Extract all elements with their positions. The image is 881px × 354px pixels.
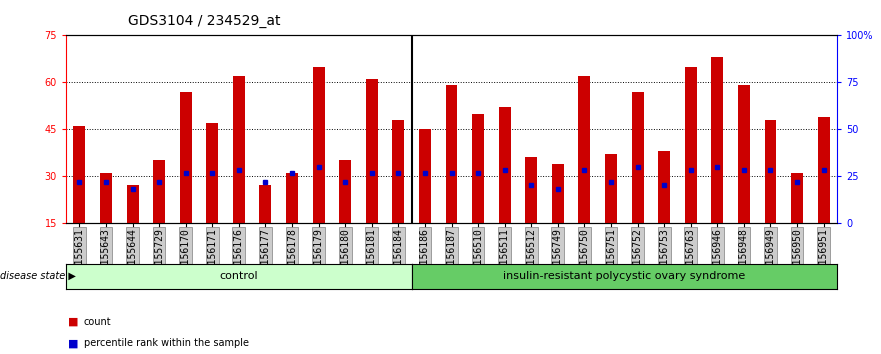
Bar xyxy=(153,160,165,223)
Bar xyxy=(632,92,643,223)
Text: ■: ■ xyxy=(68,338,78,348)
Bar xyxy=(260,185,271,223)
Bar xyxy=(579,76,590,223)
Bar xyxy=(206,123,218,223)
Bar xyxy=(738,85,750,223)
Text: GDS3104 / 234529_at: GDS3104 / 234529_at xyxy=(128,14,280,28)
Bar xyxy=(100,173,112,223)
Bar xyxy=(339,160,352,223)
Text: disease state ▶: disease state ▶ xyxy=(0,271,76,281)
Bar xyxy=(233,76,245,223)
Bar xyxy=(419,129,431,223)
Bar xyxy=(711,57,723,223)
Bar xyxy=(499,107,511,223)
Text: percentile rank within the sample: percentile rank within the sample xyxy=(84,338,248,348)
Bar xyxy=(446,85,457,223)
Bar xyxy=(685,67,697,223)
Bar xyxy=(525,157,537,223)
Bar xyxy=(818,117,830,223)
Bar xyxy=(552,164,564,223)
Text: ■: ■ xyxy=(68,317,78,327)
Bar xyxy=(127,185,138,223)
Bar xyxy=(286,173,298,223)
Bar xyxy=(392,120,404,223)
Bar xyxy=(472,114,484,223)
Bar xyxy=(605,154,617,223)
Bar xyxy=(180,92,192,223)
Bar xyxy=(73,126,85,223)
Bar xyxy=(765,120,776,223)
Bar xyxy=(658,151,670,223)
Bar xyxy=(313,67,324,223)
Text: count: count xyxy=(84,317,111,327)
Bar xyxy=(791,173,803,223)
Text: control: control xyxy=(219,271,258,281)
Text: insulin-resistant polycystic ovary syndrome: insulin-resistant polycystic ovary syndr… xyxy=(503,271,745,281)
Bar xyxy=(366,79,378,223)
